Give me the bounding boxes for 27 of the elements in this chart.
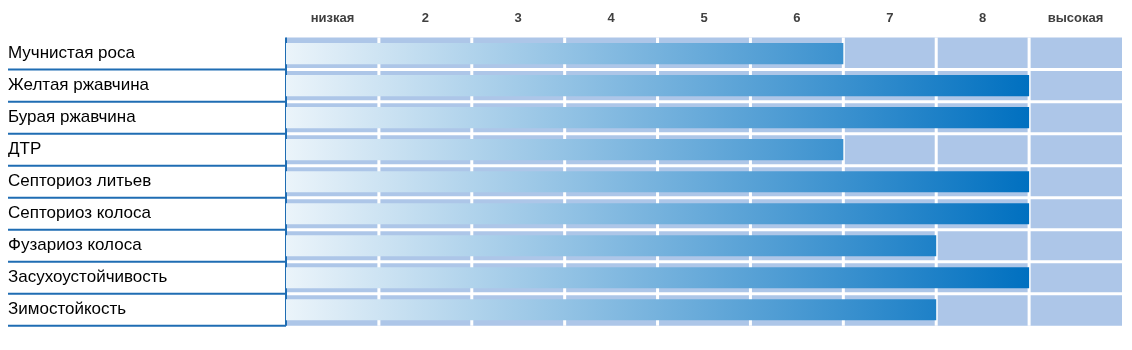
y-tick-label: ДТР xyxy=(8,139,42,159)
y-tick-label: Желтая ржавчина xyxy=(8,75,150,95)
y-tick-label: Мучнистая роса xyxy=(8,43,136,63)
bar xyxy=(286,267,1030,289)
y-tick-label: Засухоустойчивость xyxy=(8,267,168,287)
bar xyxy=(286,75,1030,97)
x-tick-label: низкая xyxy=(310,10,355,26)
bar xyxy=(286,139,844,161)
bar xyxy=(286,203,1030,225)
x-tick-label: 5 xyxy=(700,10,708,26)
y-tick-label: Септориоз литьев xyxy=(8,171,152,191)
x-tick-label: 3 xyxy=(514,10,522,26)
bar xyxy=(286,171,1030,193)
y-tick-label: Бурая ржавчина xyxy=(8,107,137,127)
y-tick-label: Зимостойкость xyxy=(8,299,127,319)
y-tick-label: Септориоз колоса xyxy=(8,203,152,223)
y-tick-label: Фузариоз колоса xyxy=(8,235,143,255)
bar xyxy=(286,107,1030,129)
x-tick-label: 6 xyxy=(793,10,801,26)
bar xyxy=(286,299,937,321)
x-tick-label: высокая xyxy=(1047,10,1104,26)
bar xyxy=(286,235,937,257)
x-tick-label: 4 xyxy=(607,10,616,26)
x-tick-label: 2 xyxy=(421,10,429,26)
x-tick-label: 8 xyxy=(979,10,987,26)
x-tick-label: 7 xyxy=(886,10,894,26)
bar xyxy=(286,43,844,65)
